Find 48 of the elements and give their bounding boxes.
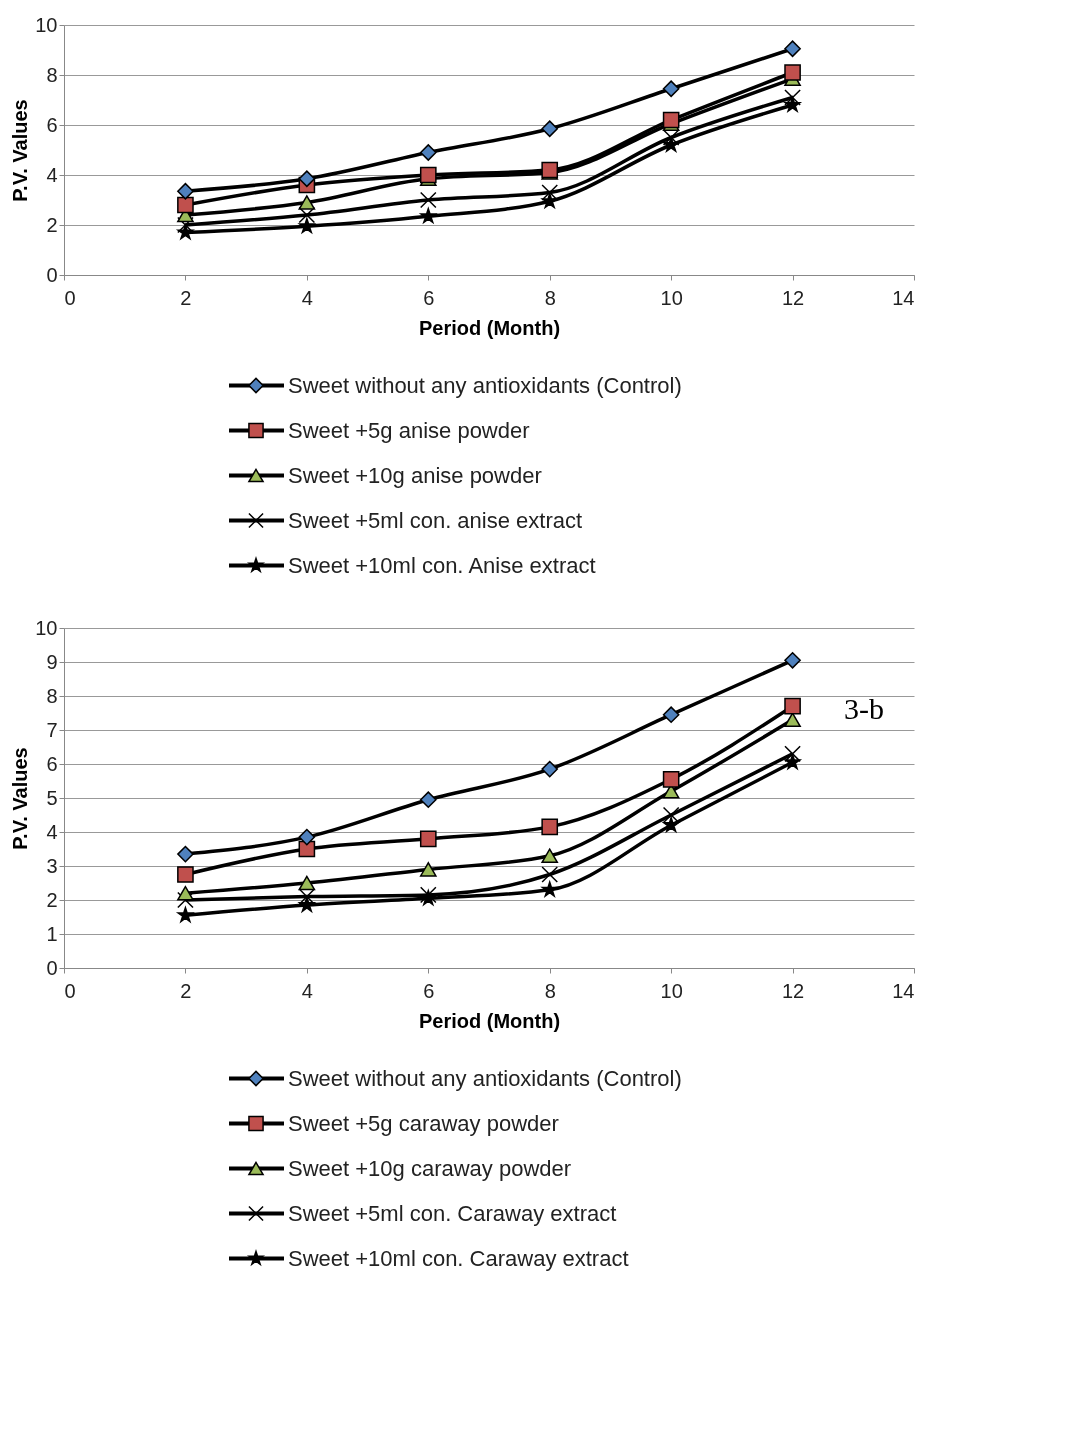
y-tick-label: 9 [46, 650, 58, 673]
y-tick-label: 10 [35, 616, 58, 639]
y-tick-label: 6 [46, 113, 58, 136]
x-tick-label: 2 [180, 286, 192, 309]
x-tick-label: 12 [781, 979, 805, 1002]
x-axis-title: Period (Month) [418, 316, 561, 339]
annotation: 3-b [844, 691, 884, 725]
legend-label: Sweet +5ml con. anise extract [288, 507, 583, 533]
x-tick-label: 8 [544, 286, 556, 309]
y-tick-label: 10 [35, 13, 58, 36]
y-tick-label: 4 [46, 163, 58, 186]
x-tick-label: 10 [660, 286, 683, 309]
legend-label: Sweet +5g anise powder [288, 417, 530, 443]
y-tick-label: 3 [46, 854, 58, 877]
x-tick-label: 14 [892, 286, 915, 309]
x-axis-title: Period (Month) [418, 1009, 561, 1032]
y-axis-title: P.V. Values [9, 747, 32, 850]
legend-label: Sweet +5g caraway powder [288, 1110, 559, 1136]
x-tick-label: 4 [301, 979, 313, 1002]
y-tick-label: 8 [46, 63, 58, 86]
legend-label: Sweet without any antioxidants (Control) [288, 1065, 682, 1091]
x-tick-label: 10 [660, 979, 683, 1002]
y-tick-label: 2 [46, 888, 58, 911]
y-tick-label: 0 [46, 956, 58, 979]
x-tick-label: 0 [64, 286, 76, 309]
y-tick-label: 4 [46, 820, 58, 843]
x-tick-label: 12 [781, 286, 805, 309]
y-tick-label: 6 [46, 752, 58, 775]
x-tick-label: 8 [544, 979, 556, 1002]
legend-label: Sweet +10g anise powder [288, 462, 542, 488]
x-tick-label: 6 [423, 979, 435, 1002]
legend-label: Sweet +5ml con. Caraway extract [288, 1200, 617, 1226]
x-tick-label: 0 [64, 979, 76, 1002]
y-tick-label: 5 [46, 786, 58, 809]
y-tick-label: 7 [46, 718, 58, 741]
x-tick-label: 2 [180, 979, 192, 1002]
y-tick-label: 1 [46, 922, 58, 945]
x-tick-label: 14 [892, 979, 915, 1002]
y-tick-label: 0 [46, 263, 58, 286]
x-tick-label: 4 [301, 286, 313, 309]
x-tick-label: 6 [423, 286, 435, 309]
legend-label: Sweet +10ml con. Anise extract [288, 552, 596, 578]
y-tick-label: 8 [46, 684, 58, 707]
legend-label: Sweet +10ml con. Caraway extract [288, 1245, 629, 1271]
y-axis-title: P.V. Values [9, 99, 32, 202]
legend-label: Sweet without any antioxidants (Control) [288, 372, 682, 398]
y-tick-label: 2 [46, 213, 58, 236]
legend-label: Sweet +10g caraway powder [288, 1155, 572, 1181]
